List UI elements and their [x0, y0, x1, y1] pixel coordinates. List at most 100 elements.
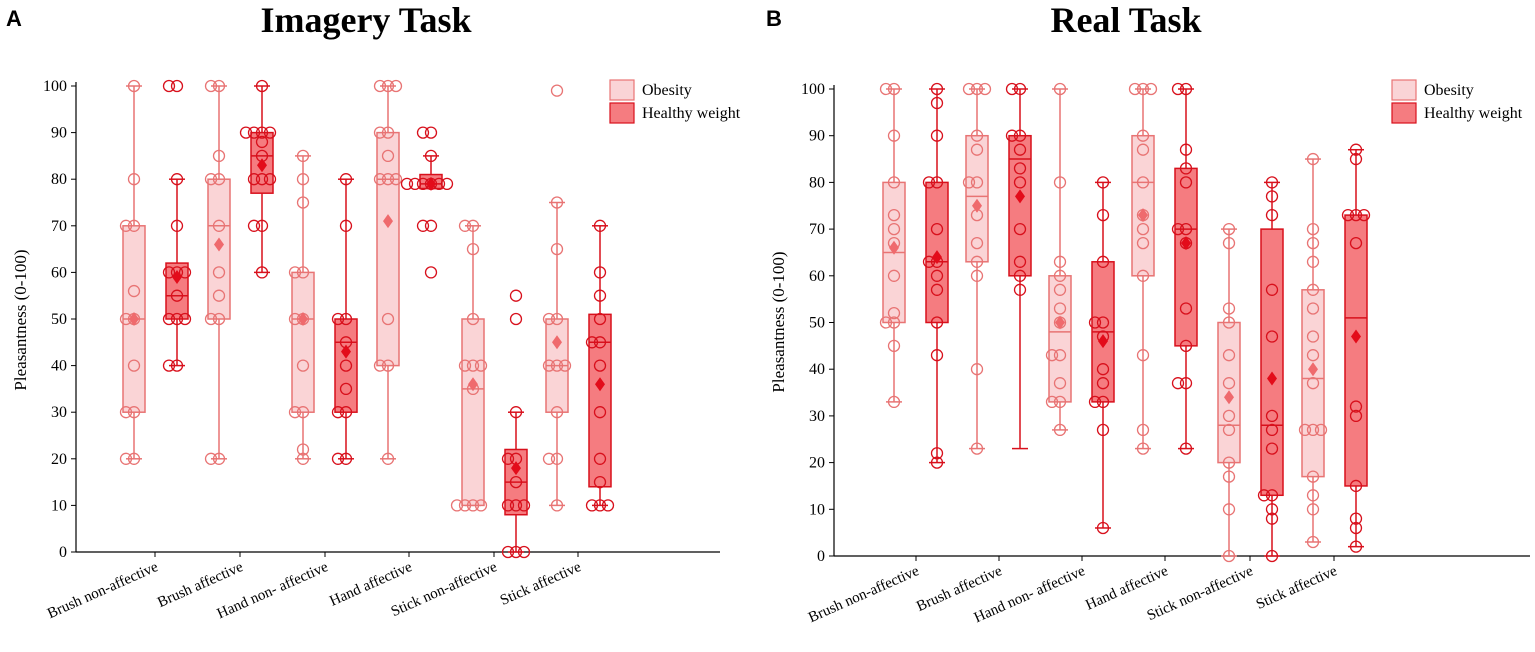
- healthy-data-point: [162, 312, 176, 326]
- obesity-data-point: [119, 219, 133, 232]
- healthy-data-point: [1265, 442, 1279, 455]
- obesity-mean-marker: [972, 198, 982, 213]
- obesity-data-point: [212, 266, 226, 279]
- obesity-data-point: [127, 219, 141, 232]
- obesity-data-point: [204, 312, 218, 326]
- healthy-mean-marker: [341, 344, 351, 359]
- obesity-data-point: [296, 149, 310, 163]
- healthy-data-point: [400, 177, 414, 191]
- obesity-data-point: [466, 242, 480, 256]
- obesity-data-point: [466, 499, 480, 512]
- healthy-data-point: [517, 499, 531, 512]
- healthy-data-point: [339, 312, 353, 326]
- obesity-data-point: [1306, 489, 1320, 502]
- obesity-data-point: [1136, 176, 1150, 189]
- healthy-data-point: [339, 452, 353, 465]
- obesity-data-point: [1128, 82, 1142, 96]
- obesity-data-point: [1222, 409, 1236, 423]
- obesity-mean-marker: [1055, 315, 1065, 330]
- healthy-data-point: [930, 269, 944, 282]
- healthy-box: [334, 318, 358, 413]
- healthy-data-point: [509, 406, 523, 419]
- healthy-data-point: [1013, 255, 1027, 268]
- healthy-data-point: [1341, 208, 1355, 222]
- obesity-data-point: [204, 173, 218, 186]
- healthy-data-point: [416, 126, 430, 139]
- y-tick-label: 100: [801, 81, 825, 98]
- obesity-data-point: [887, 222, 901, 236]
- legend-b-healthy-swatch: [1391, 102, 1417, 124]
- obesity-data-point: [1222, 549, 1236, 563]
- y-tick-label: 90: [809, 128, 825, 145]
- healthy-data-point: [1179, 222, 1193, 236]
- healthy-data-point: [930, 447, 944, 460]
- healthy-box: [1344, 214, 1368, 487]
- healthy-data-point: [255, 79, 269, 93]
- healthy-data-point: [593, 219, 607, 232]
- obesity-data-point: [1306, 423, 1320, 437]
- healthy-data-point: [1171, 377, 1185, 390]
- healthy-mean-marker: [511, 461, 521, 476]
- obesity-data-point: [1053, 377, 1067, 390]
- healthy-data-point: [930, 176, 944, 189]
- healthy-data-point: [339, 173, 353, 186]
- obesity-data-point: [970, 129, 984, 142]
- obesity-data-point: [1306, 330, 1320, 343]
- panel-a-plot: 0 10 20 30 40 50 60 70 80 90 100 Brush non-affectiv…: [43, 78, 720, 622]
- healthy-data-point: [593, 406, 607, 419]
- legend-a-obesity-swatch: [609, 79, 635, 101]
- healthy-data-point: [162, 359, 176, 372]
- healthy-data-point: [170, 173, 184, 186]
- obesity-data-point: [1136, 349, 1150, 362]
- healthy-data-point: [593, 312, 607, 326]
- obesity-box: [291, 271, 315, 413]
- obesity-data-point: [550, 84, 564, 97]
- healthy-box: [1174, 167, 1198, 347]
- healthy-data-point: [1349, 409, 1363, 423]
- obesity-data-point: [887, 307, 901, 320]
- legend-b-healthy-label: Healthy weight: [1424, 105, 1523, 122]
- panel-b-letter: B: [766, 6, 782, 31]
- healthy-data-point: [593, 336, 607, 349]
- healthy-data-point: [1349, 208, 1363, 222]
- obesity-data-point: [1053, 82, 1067, 96]
- healthy-data-point: [339, 382, 353, 396]
- y-tick-label: 90: [51, 125, 67, 142]
- obesity-data-point: [1222, 423, 1236, 437]
- healthy-data-point: [255, 135, 269, 149]
- healthy-data-point: [1179, 176, 1193, 189]
- y-tick-label: 30: [809, 408, 825, 425]
- healthy-data-point: [1179, 143, 1193, 156]
- y-tick-label: 80: [51, 171, 67, 188]
- obesity-data-point: [1306, 302, 1320, 315]
- obesity-data-point: [978, 82, 992, 96]
- healthy-data-point: [585, 499, 599, 512]
- obesity-data-point: [296, 266, 310, 279]
- obesity-data-point: [296, 443, 310, 456]
- healthy-data-point: [930, 283, 944, 296]
- healthy-data-point: [1349, 152, 1363, 166]
- obesity-data-point: [558, 359, 572, 372]
- obesity-data-point: [381, 149, 395, 163]
- obesity-data-point: [887, 129, 901, 142]
- x-category-label: Brush non-affective: [45, 559, 161, 622]
- obesity-data-point: [373, 359, 387, 372]
- healthy-data-point: [247, 126, 261, 139]
- obesity-box: [376, 131, 400, 367]
- healthy-data-point: [170, 312, 184, 326]
- obesity-data-point: [373, 126, 387, 139]
- healthy-data-point: [247, 173, 261, 186]
- healthy-data-point: [593, 266, 607, 279]
- obesity-data-point: [127, 173, 141, 186]
- obesity-data-point: [1222, 236, 1236, 250]
- healthy-data-point: [339, 359, 353, 372]
- panel-a-title: Imagery Task: [260, 0, 471, 40]
- obesity-data-point: [1222, 503, 1236, 516]
- obesity-data-point: [1306, 377, 1320, 390]
- healthy-box: [1260, 228, 1284, 497]
- y-tick-label: 20: [809, 455, 825, 472]
- obesity-data-point: [542, 312, 556, 326]
- healthy-data-point: [1013, 222, 1027, 236]
- obesity-data-point: [389, 173, 403, 186]
